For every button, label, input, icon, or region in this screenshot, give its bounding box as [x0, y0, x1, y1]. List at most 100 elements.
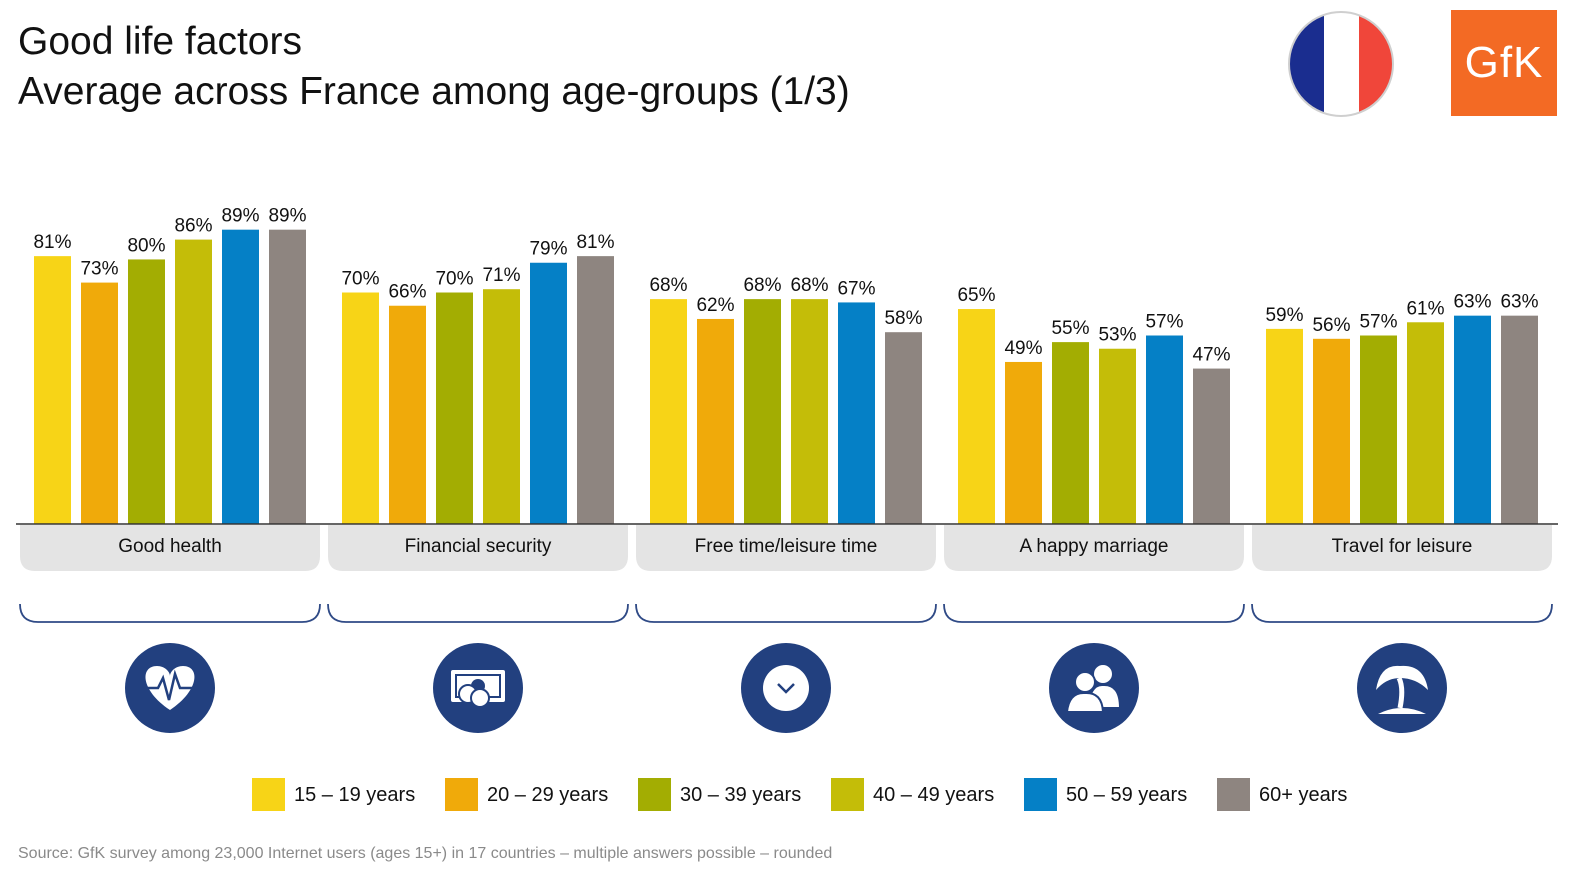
category-bracket-4 — [943, 603, 1245, 623]
france-flag-icon — [1288, 11, 1394, 117]
legend-label-3: 30 – 39 years — [680, 784, 801, 806]
category-label-3: Free time/leisure time — [695, 536, 878, 557]
category-bracket-1 — [19, 603, 321, 623]
data-label-5-6: 63% — [1500, 292, 1538, 313]
bar-3-6 — [885, 332, 922, 524]
category-label-1: Good health — [118, 536, 222, 557]
bar-5-4 — [1407, 322, 1444, 524]
money-icon — [433, 643, 523, 733]
bar-4-1 — [958, 309, 995, 524]
bar-1-4 — [175, 239, 212, 524]
couple-icon — [1049, 643, 1139, 733]
legend-swatch-4 — [831, 778, 864, 811]
bar-2-5 — [530, 262, 567, 524]
category-box-4 — [944, 525, 1244, 571]
data-label-1-6: 89% — [268, 206, 306, 227]
data-label-2-5: 79% — [529, 239, 567, 260]
page-subtitle: Average across France among age-groups (… — [18, 70, 850, 113]
data-label-5-4: 61% — [1406, 298, 1444, 319]
data-label-3-6: 58% — [884, 308, 922, 329]
data-label-5-3: 57% — [1359, 312, 1397, 333]
palm-tree-icon — [1357, 643, 1447, 733]
category-bracket-2 — [327, 603, 629, 623]
category-box-5 — [1252, 525, 1552, 571]
legend-swatch-6 — [1217, 778, 1250, 811]
legend-swatch-5 — [1024, 778, 1057, 811]
data-label-1-2: 73% — [80, 259, 118, 280]
data-label-5-2: 56% — [1312, 315, 1350, 336]
category-labels-layer: Good health Financial security Free time/l… — [19, 525, 1553, 623]
bar-5-1 — [1266, 328, 1303, 524]
bar-5-6 — [1501, 315, 1538, 524]
legend-label-6: 60+ years — [1259, 784, 1347, 806]
bar-1-6 — [269, 229, 306, 524]
bar-5-5 — [1454, 315, 1491, 524]
bar-1-2 — [81, 282, 118, 524]
data-label-1-5: 89% — [221, 206, 259, 227]
data-label-3-3: 68% — [743, 275, 781, 296]
data-label-5-1: 59% — [1265, 305, 1303, 326]
source-note: Source: GfK survey among 23,000 Internet… — [18, 845, 833, 862]
bar-4-5 — [1146, 335, 1183, 524]
page-title: Good life factors — [18, 20, 302, 63]
value-labels-layer: 81% 73% 80% 86% 89% 89% 70% 66% 70% 71% 79% 81% 68% 6… — [33, 206, 1538, 366]
legend-label-4: 40 – 49 years — [873, 784, 994, 806]
bar-1-3 — [128, 259, 165, 524]
bar-2-2 — [389, 305, 426, 524]
category-box-3 — [636, 525, 936, 571]
bar-4-2 — [1005, 361, 1042, 524]
data-label-2-1: 70% — [341, 269, 379, 290]
data-label-4-6: 47% — [1192, 345, 1230, 366]
bar-5-3 — [1360, 335, 1397, 524]
legend-label-2: 20 – 29 years — [487, 784, 608, 806]
bar-2-3 — [436, 292, 473, 524]
category-label-4: A happy marriage — [1020, 536, 1169, 557]
bar-3-4 — [791, 299, 828, 524]
clock-icon — [741, 643, 831, 733]
legend: 15 – 19 years 20 – 29 years 30 – 39 years 4… — [252, 778, 1347, 811]
data-label-2-6: 81% — [576, 232, 614, 253]
data-label-3-1: 68% — [649, 275, 687, 296]
bar-5-2 — [1313, 338, 1350, 524]
bar-2-6 — [577, 256, 614, 524]
category-label-2: Financial security — [405, 536, 552, 557]
data-label-4-4: 53% — [1098, 325, 1136, 346]
bars-layer — [34, 229, 1538, 524]
data-label-3-4: 68% — [790, 275, 828, 296]
data-label-4-1: 65% — [957, 285, 995, 306]
category-box-2 — [328, 525, 628, 571]
data-label-2-3: 70% — [435, 269, 473, 290]
gfk-logo-icon: GfK — [1451, 10, 1557, 116]
bar-1-1 — [34, 256, 71, 524]
category-label-5: Travel for leisure — [1332, 536, 1473, 557]
legend-label-5: 50 – 59 years — [1066, 784, 1187, 806]
data-label-4-3: 55% — [1051, 318, 1089, 339]
data-label-4-5: 57% — [1145, 312, 1183, 333]
bar-4-6 — [1193, 368, 1230, 524]
heartbeat-icon — [125, 643, 215, 733]
data-label-1-4: 86% — [174, 216, 212, 237]
data-label-3-2: 62% — [696, 295, 734, 316]
bar-4-3 — [1052, 342, 1089, 524]
category-icons-layer — [125, 643, 1447, 733]
bar-3-1 — [650, 299, 687, 524]
bar-3-3 — [744, 299, 781, 524]
bar-2-1 — [342, 292, 379, 524]
bar-4-4 — [1099, 348, 1136, 524]
legend-label-1: 15 – 19 years — [294, 784, 415, 806]
bar-3-5 — [838, 302, 875, 524]
bar-1-5 — [222, 229, 259, 524]
data-label-1-3: 80% — [127, 235, 165, 256]
category-bracket-5 — [1251, 603, 1553, 623]
data-label-2-4: 71% — [482, 265, 520, 286]
category-box-1 — [20, 525, 320, 571]
legend-swatch-2 — [445, 778, 478, 811]
data-label-3-5: 67% — [837, 278, 875, 299]
data-label-2-2: 66% — [388, 282, 426, 303]
category-bracket-3 — [635, 603, 937, 623]
data-label-1-1: 81% — [33, 232, 71, 253]
bar-3-2 — [697, 318, 734, 524]
bar-2-4 — [483, 289, 520, 524]
data-label-5-5: 63% — [1453, 292, 1491, 313]
